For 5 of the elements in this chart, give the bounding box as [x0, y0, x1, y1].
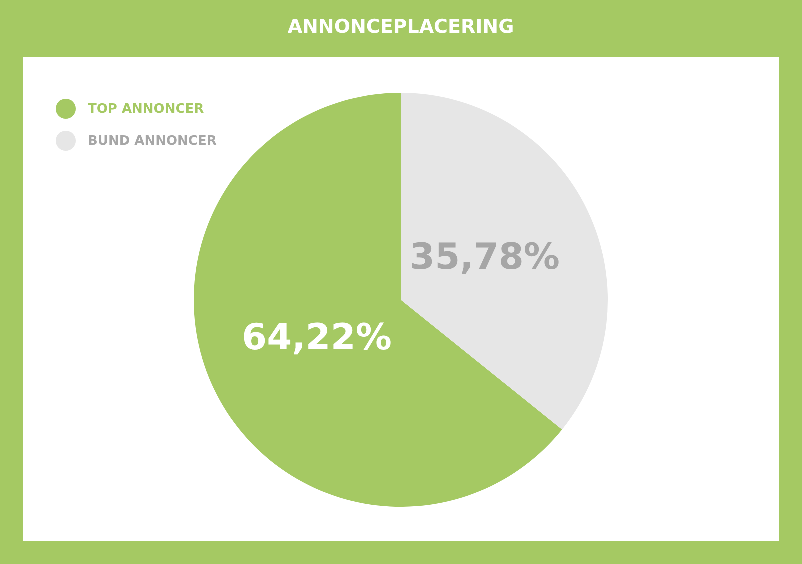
chart-title: ANNONCEPLACERING [286, 16, 516, 38]
legend-label: TOP ANNONCER [88, 102, 204, 116]
data-label: 35,78% [410, 237, 560, 278]
data-label: 64,22% [242, 318, 392, 359]
legend-label: BUND ANNONCER [88, 134, 217, 148]
